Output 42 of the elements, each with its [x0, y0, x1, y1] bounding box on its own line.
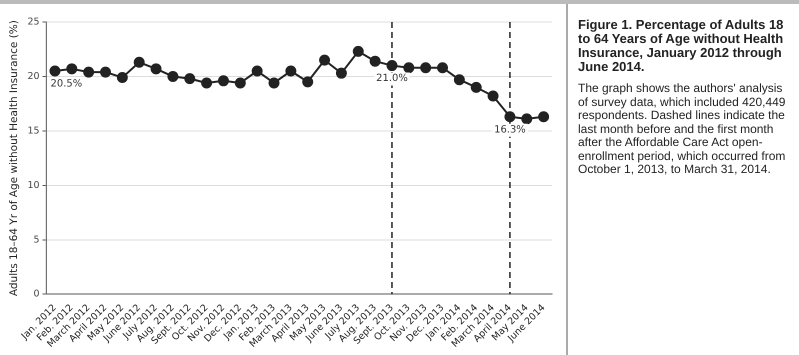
text: Figure 1. Percentage of Adults 18 to 64 Years of Age without Health Insurance, January 2012 through June 2014. [578, 17, 784, 74]
point [116, 72, 128, 84]
y-tick-label: 15 [28, 125, 40, 136]
point [268, 77, 280, 88]
y-tick-label: 10 [28, 180, 40, 191]
point [504, 111, 516, 122]
point [218, 75, 229, 86]
point [201, 77, 212, 88]
y-tick-label: 5 [34, 234, 40, 246]
y-tick-label: 0 [34, 288, 40, 300]
point [454, 74, 465, 86]
data-label: 16.3% [494, 124, 526, 136]
point [386, 60, 398, 72]
point [184, 73, 196, 84]
point [167, 70, 178, 82]
point [66, 63, 78, 74]
point [352, 46, 364, 57]
point [319, 54, 330, 66]
point [252, 66, 263, 76]
data-label: 21.0% [376, 73, 408, 84]
point [234, 77, 246, 88]
point [285, 66, 296, 76]
y-tick-label: 25 [28, 16, 40, 28]
y-axis-title: Adults 18–64 Yr of Age without Health Insurance (%) [8, 20, 20, 296]
point [420, 62, 432, 74]
point [437, 62, 448, 74]
point [521, 113, 532, 124]
point [134, 56, 145, 68]
point [336, 68, 347, 79]
point [370, 56, 381, 67]
text: The graph shows the authors' analysis of survey data, which included 420,449 respondents. Dashed lines indicate the last month before and the first month after the Affordable Care Act open-enrollment period, which occurred from October 1, 2013, to March 31, 2014. [578, 81, 786, 176]
point [83, 66, 94, 78]
point [488, 90, 499, 102]
point [49, 66, 60, 76]
point [100, 66, 111, 78]
y-tick-label: 20 [28, 70, 40, 82]
point [302, 76, 314, 88]
point [403, 62, 414, 74]
point [470, 82, 482, 93]
point [150, 63, 162, 74]
data-label: 20.5% [50, 78, 82, 90]
point [538, 111, 550, 122]
